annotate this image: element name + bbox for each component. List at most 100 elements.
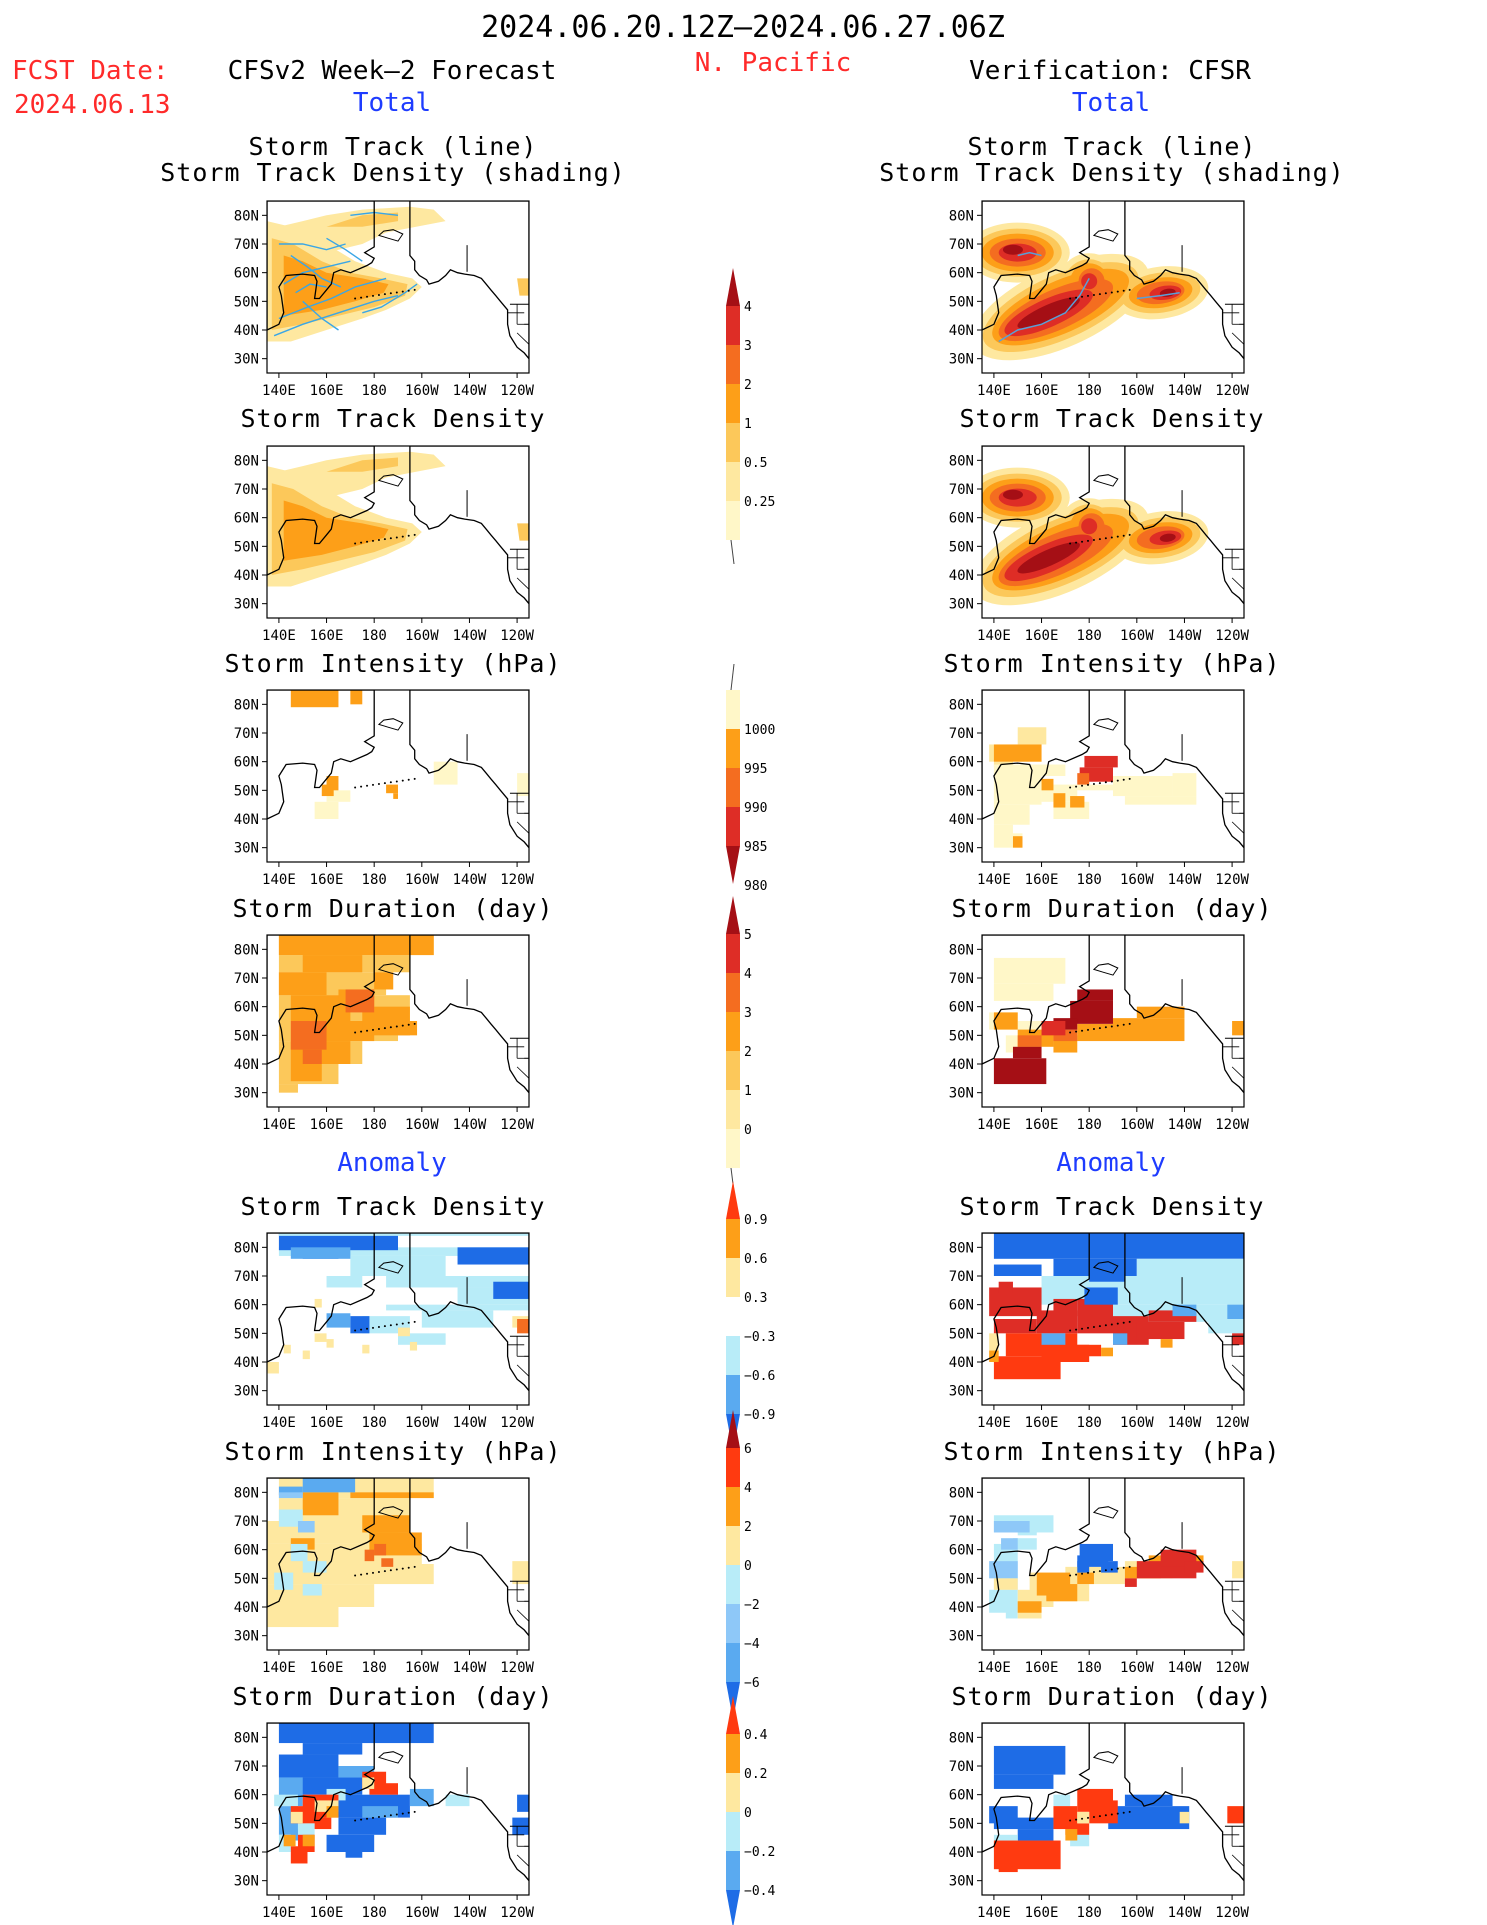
lon-tick-label: 160E (310, 383, 344, 399)
lon-tick-label: 140E (262, 628, 296, 644)
lon-tick-label: 160E (310, 1905, 344, 1921)
lat-tick-label: 30N (234, 1086, 259, 1102)
lon-tick-label: 140E (977, 1905, 1011, 1921)
lon-tick-label: 160E (1025, 628, 1059, 644)
lon-tick-label: 140E (262, 872, 296, 888)
colorbar-label: 4 (744, 1481, 752, 1496)
lon-tick-label: 140E (977, 1660, 1011, 1676)
colorbar-swatch (726, 1773, 740, 1812)
lat-tick-label: 40N (234, 812, 259, 828)
lat-tick-label: 30N (234, 352, 259, 368)
lon-tick-label: 160E (1025, 1660, 1059, 1676)
lat-tick-label: 40N (949, 568, 974, 584)
panel-title-vf-density: Storm Track Density (959, 404, 1265, 433)
lon-tick-label: 120W (1215, 1415, 1249, 1431)
colorbar-swatch (726, 1012, 740, 1051)
colorbar-swatch (726, 1643, 740, 1682)
colorbar-duration-anomaly: 0.4 0.2 0 −0.2 −0.4 (726, 1696, 775, 1925)
colorbar-swatch (726, 423, 740, 462)
lat-tick-label: 40N (234, 1600, 259, 1616)
colorbar-label: 2 (744, 1045, 752, 1060)
lat-tick-label: 60N (949, 755, 974, 771)
colorbar-label: 1000 (744, 723, 775, 738)
colorbar-swatch (726, 690, 740, 729)
panel-title-vf-duration: Storm Duration (day) (951, 894, 1273, 923)
map-forecast-duration-total-shading (267, 935, 529, 1107)
lat-tick-label: 70N (234, 482, 259, 498)
lon-tick-label: 120W (500, 628, 534, 644)
lon-tick-label: 140E (977, 628, 1011, 644)
lat-tick-label: 70N (234, 971, 259, 987)
panel-title-fc-density: Storm Track Density (240, 404, 546, 433)
lon-tick-label: 120W (1215, 1660, 1249, 1676)
colorbar-swatch (726, 729, 740, 768)
map-verification-intensity-anomaly-frame (981, 1477, 1245, 1651)
colorbar-label: −0.6 (744, 1369, 775, 1384)
lat-tick-label: 30N (234, 1629, 259, 1645)
map-verification-duration-anomaly-frame (981, 1722, 1245, 1896)
lon-tick-label: 120W (500, 1117, 534, 1133)
lon-tick-label: 160W (1120, 1905, 1154, 1921)
lat-tick-label: 50N (234, 294, 259, 310)
colorbar-label: 5 (744, 928, 752, 943)
colorbar-swatch (726, 768, 740, 807)
lat-tick-label: 50N (949, 1326, 974, 1342)
lon-tick-label: 140W (453, 872, 487, 888)
lat-tick-label: 80N (949, 942, 974, 958)
colorbar-swatch (726, 462, 740, 501)
map-verification-intensity-anomaly-shading (982, 1478, 1244, 1650)
colorbar-label: −2 (744, 1598, 760, 1613)
lon-tick-label: 180 (1077, 872, 1102, 888)
lon-tick-label: 140W (1168, 1117, 1202, 1133)
colorbar-swatch (726, 973, 740, 1012)
colorbar-label: 0.2 (744, 1767, 767, 1782)
colorbar-label: 985 (744, 840, 767, 855)
lat-tick-label: 50N (949, 539, 974, 555)
lon-tick-label: 160W (405, 383, 439, 399)
fcst-date-value: 2024.06.13 (14, 90, 171, 120)
lon-tick-label: 160W (1120, 872, 1154, 888)
lon-tick-label: 180 (1077, 383, 1102, 399)
map-verification-duration-total-frame (981, 934, 1245, 1108)
lat-tick-label: 70N (949, 726, 974, 742)
lat-tick-label: 30N (949, 1874, 974, 1890)
lat-tick-label: 30N (234, 597, 259, 613)
lon-tick-label: 160W (405, 1117, 439, 1133)
fcst-date-label: FCST Date: (12, 56, 169, 86)
colorbar-swatch (726, 1219, 740, 1258)
lon-tick-label: 160E (1025, 1117, 1059, 1133)
colorbar-label: −6 (744, 1676, 760, 1691)
verification-anomaly-label: Anomaly (1056, 1148, 1166, 1178)
lon-tick-label: 140W (1168, 1415, 1202, 1431)
lat-tick-label: 80N (234, 1485, 259, 1501)
lat-tick-label: 80N (234, 1730, 259, 1746)
colorbar-label: −0.9 (744, 1408, 775, 1423)
lon-tick-label: 160W (405, 1660, 439, 1676)
lat-tick-label: 60N (949, 1788, 974, 1804)
lat-tick-label: 40N (949, 323, 974, 339)
lon-tick-label: 180 (362, 628, 387, 644)
lon-tick-label: 140E (262, 383, 296, 399)
colorbar-swatch (726, 1297, 740, 1336)
lon-tick-label: 180 (362, 1117, 387, 1133)
panel-title-fc-anom-intensity: Storm Intensity (hPa) (224, 1437, 562, 1466)
lon-tick-label: 140W (1168, 872, 1202, 888)
colorbar-swatch (726, 1526, 740, 1565)
lat-tick-label: 80N (234, 697, 259, 713)
panel-title-fc-track-2: Storm Track Density (shading) (160, 158, 626, 187)
lat-tick-label: 30N (234, 841, 259, 857)
colorbar-label: 4 (744, 967, 752, 982)
lon-tick-label: 180 (362, 872, 387, 888)
lat-tick-label: 80N (234, 453, 259, 469)
colorbar-swatch (726, 1448, 740, 1487)
lon-tick-label: 120W (500, 872, 534, 888)
lon-tick-label: 160E (1025, 383, 1059, 399)
lon-tick-label: 140E (977, 872, 1011, 888)
colorbar-intensity-total: 1000 995 990 985 980 (726, 663, 775, 894)
colorbar-label: 4 (744, 300, 752, 315)
lon-tick-label: 140W (1168, 383, 1202, 399)
